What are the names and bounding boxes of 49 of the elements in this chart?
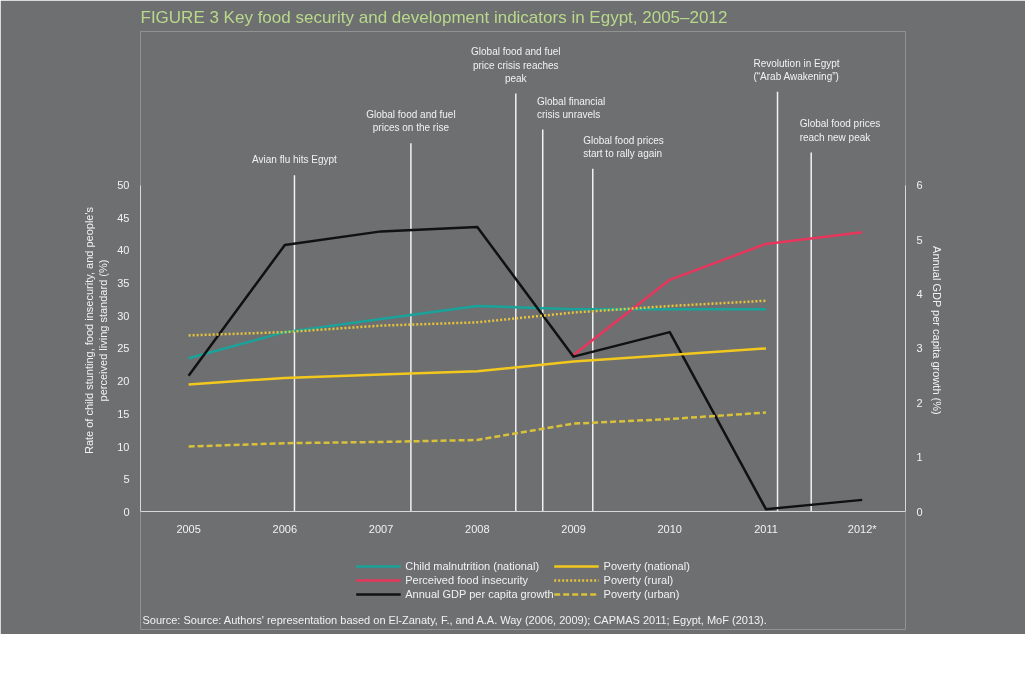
y-tick-label: 50: [117, 179, 130, 192]
y-tick-label: 5: [123, 473, 130, 486]
x-tick-label: 2008: [465, 522, 490, 535]
y-tick-label: 25: [117, 342, 130, 355]
y2-tick-label: 3: [916, 342, 923, 355]
chart-title: FIGURE 3 Key food security and development indicators in Egypt, 2005–2012: [140, 7, 728, 27]
line-series: [187, 347, 768, 386]
ref-line-label: Revolution in Egypt (“Arab Awakening”): [753, 57, 840, 82]
y2-tick-label: 6: [916, 179, 923, 192]
x-tick-label: 2011: [754, 522, 778, 535]
y2-tick-label: 1: [916, 451, 923, 464]
y2-tick-label: 0: [916, 505, 923, 518]
line-series: [187, 225, 864, 511]
line-series: [187, 304, 768, 360]
ref-line-label: Avian flu hits Egypt: [252, 154, 338, 166]
line-series: [572, 230, 864, 357]
legend-label: Perceived food insecurity: [405, 573, 529, 587]
legend-label: Poverty (rural): [603, 573, 674, 587]
y-tick-label: 30: [117, 309, 130, 322]
legend-label: Poverty (urban): [603, 587, 680, 601]
y2-tick-label: 4: [916, 288, 923, 301]
source-note: Source: Source: Authors' representation based on El-Zanaty, F., and A.A. Way (2006, 2009); CAPMAS 2011; Egypt, MoF (2013).: [142, 613, 767, 626]
y-tick-label: 45: [117, 211, 130, 224]
y2-tick-label: 2: [916, 396, 923, 409]
x-tick-label: 2006: [272, 522, 298, 535]
line-series: [187, 411, 768, 448]
ref-line-label: Global food and fuel prices on the rise: [366, 109, 456, 134]
y-axis-title: Rate of child stunting, food insecurity, and people's perceived living standard (%): [82, 206, 110, 455]
y-tick-label: 40: [117, 244, 130, 257]
x-tick-label: 2009: [561, 522, 586, 535]
y2-tick-label: 5: [916, 233, 923, 246]
line-series: [187, 299, 768, 337]
y2-axis-title: Annual GDP per capita growth (%): [930, 246, 943, 415]
x-tick-label: 2007: [368, 522, 394, 535]
ref-line-label: Global food and fuel price crisis reaches peak: [471, 46, 561, 84]
legend-label: Poverty (national): [603, 559, 690, 573]
x-tick-label: 2010: [657, 522, 682, 535]
ref-line-label: Global financial crisis unravels: [536, 95, 606, 120]
y-tick-label: 10: [117, 440, 130, 453]
ref-line-label: Global food prices start to rally again: [583, 134, 664, 159]
legend-label: Annual GDP per capita growth: [405, 587, 554, 601]
y-tick-label: 15: [117, 407, 130, 420]
y-tick-label: 35: [117, 277, 130, 290]
y-tick-label: 0: [123, 505, 130, 518]
x-tick-label: 2005: [176, 522, 201, 535]
legend-label: Child malnutrition (national): [405, 559, 540, 573]
y-tick-label: 20: [117, 375, 130, 388]
ref-line-label: Global food prices reach new peak: [799, 118, 881, 143]
x-tick-label: 2012*: [847, 522, 878, 535]
